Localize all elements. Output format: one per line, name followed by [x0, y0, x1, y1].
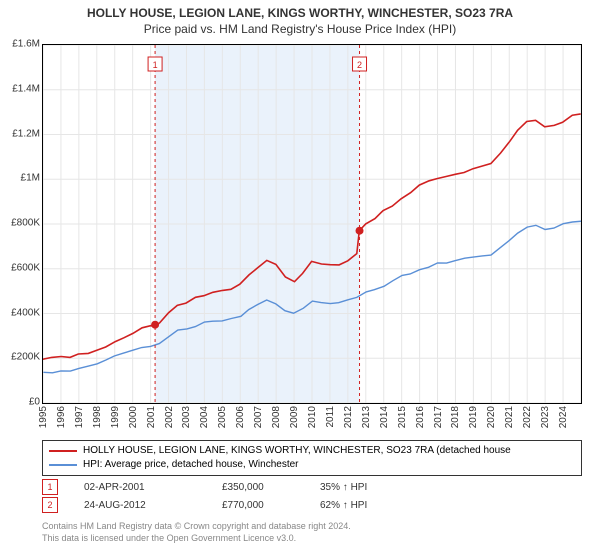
- transaction-row: 1 02-APR-2001 £350,000 35% ↑ HPI: [42, 478, 582, 496]
- x-tick-label: 2011: [325, 406, 336, 428]
- x-tick-label: 2000: [128, 406, 139, 428]
- x-tick-label: 2007: [253, 406, 264, 428]
- x-tick-label: 2002: [164, 406, 175, 428]
- transaction-marker: 1: [42, 479, 58, 495]
- x-tick-label: 2018: [450, 406, 461, 428]
- transaction-price: £350,000: [222, 482, 302, 493]
- transaction-pct: 35% ↑ HPI: [320, 482, 410, 493]
- x-tick-label: 1998: [92, 406, 103, 428]
- y-tick-label: £1.6M: [0, 39, 40, 50]
- chart-title-line1: HOLLY HOUSE, LEGION LANE, KINGS WORTHY, …: [0, 0, 600, 20]
- x-tick-label: 2010: [307, 406, 318, 428]
- svg-text:2: 2: [357, 60, 362, 70]
- footnote: Contains HM Land Registry data © Crown c…: [42, 520, 582, 544]
- x-tick-label: 2023: [540, 406, 551, 428]
- x-tick-label: 1997: [74, 406, 85, 428]
- legend-swatch: [49, 464, 77, 466]
- transaction-date: 02-APR-2001: [84, 482, 204, 493]
- legend-label: HPI: Average price, detached house, Winc…: [83, 458, 299, 472]
- legend-label: HOLLY HOUSE, LEGION LANE, KINGS WORTHY, …: [83, 444, 511, 458]
- x-tick-label: 2019: [468, 406, 479, 428]
- plot-area: 12: [42, 44, 582, 404]
- y-tick-label: £1.4M: [0, 83, 40, 94]
- y-tick-label: £0: [0, 397, 40, 408]
- x-tick-label: 2004: [199, 406, 210, 428]
- x-tick-label: 2003: [181, 406, 192, 428]
- legend-item: HPI: Average price, detached house, Winc…: [49, 458, 575, 472]
- x-tick-label: 2008: [271, 406, 282, 428]
- x-tick-label: 2009: [289, 406, 300, 428]
- footnote-line: This data is licensed under the Open Gov…: [42, 532, 582, 544]
- legend-swatch: [49, 450, 77, 452]
- x-tick-label: 1999: [110, 406, 121, 428]
- transaction-date: 24-AUG-2012: [84, 500, 204, 511]
- footnote-line: Contains HM Land Registry data © Crown c…: [42, 520, 582, 532]
- x-tick-label: 1996: [56, 406, 67, 428]
- x-tick-label: 2005: [217, 406, 228, 428]
- x-tick-label: 2014: [379, 406, 390, 428]
- plot-svg: 12: [43, 45, 581, 403]
- x-tick-label: 1995: [38, 406, 49, 428]
- svg-text:1: 1: [153, 60, 158, 70]
- y-tick-label: £600K: [0, 262, 40, 273]
- x-tick-label: 2016: [415, 406, 426, 428]
- transaction-marker: 2: [42, 497, 58, 513]
- transaction-table: 1 02-APR-2001 £350,000 35% ↑ HPI 2 24-AU…: [42, 478, 582, 514]
- x-tick-label: 2006: [235, 406, 246, 428]
- y-tick-label: £200K: [0, 352, 40, 363]
- y-tick-label: £400K: [0, 307, 40, 318]
- x-tick-label: 2013: [361, 406, 372, 428]
- x-tick-label: 2017: [433, 406, 444, 428]
- x-tick-label: 2021: [504, 406, 515, 428]
- legend: HOLLY HOUSE, LEGION LANE, KINGS WORTHY, …: [42, 440, 582, 476]
- legend-item: HOLLY HOUSE, LEGION LANE, KINGS WORTHY, …: [49, 444, 575, 458]
- y-tick-label: £1.2M: [0, 128, 40, 139]
- x-tick-label: 2022: [522, 406, 533, 428]
- x-tick-label: 2012: [343, 406, 354, 428]
- chart-title-line2: Price paid vs. HM Land Registry's House …: [0, 20, 600, 36]
- transaction-price: £770,000: [222, 500, 302, 511]
- transaction-pct: 62% ↑ HPI: [320, 500, 410, 511]
- y-tick-label: £1M: [0, 173, 40, 184]
- transaction-row: 2 24-AUG-2012 £770,000 62% ↑ HPI: [42, 496, 582, 514]
- x-tick-label: 2015: [397, 406, 408, 428]
- y-tick-label: £800K: [0, 218, 40, 229]
- x-tick-label: 2020: [486, 406, 497, 428]
- x-tick-label: 2024: [558, 406, 569, 428]
- x-tick-label: 2001: [146, 406, 157, 428]
- chart-container: HOLLY HOUSE, LEGION LANE, KINGS WORTHY, …: [0, 0, 600, 560]
